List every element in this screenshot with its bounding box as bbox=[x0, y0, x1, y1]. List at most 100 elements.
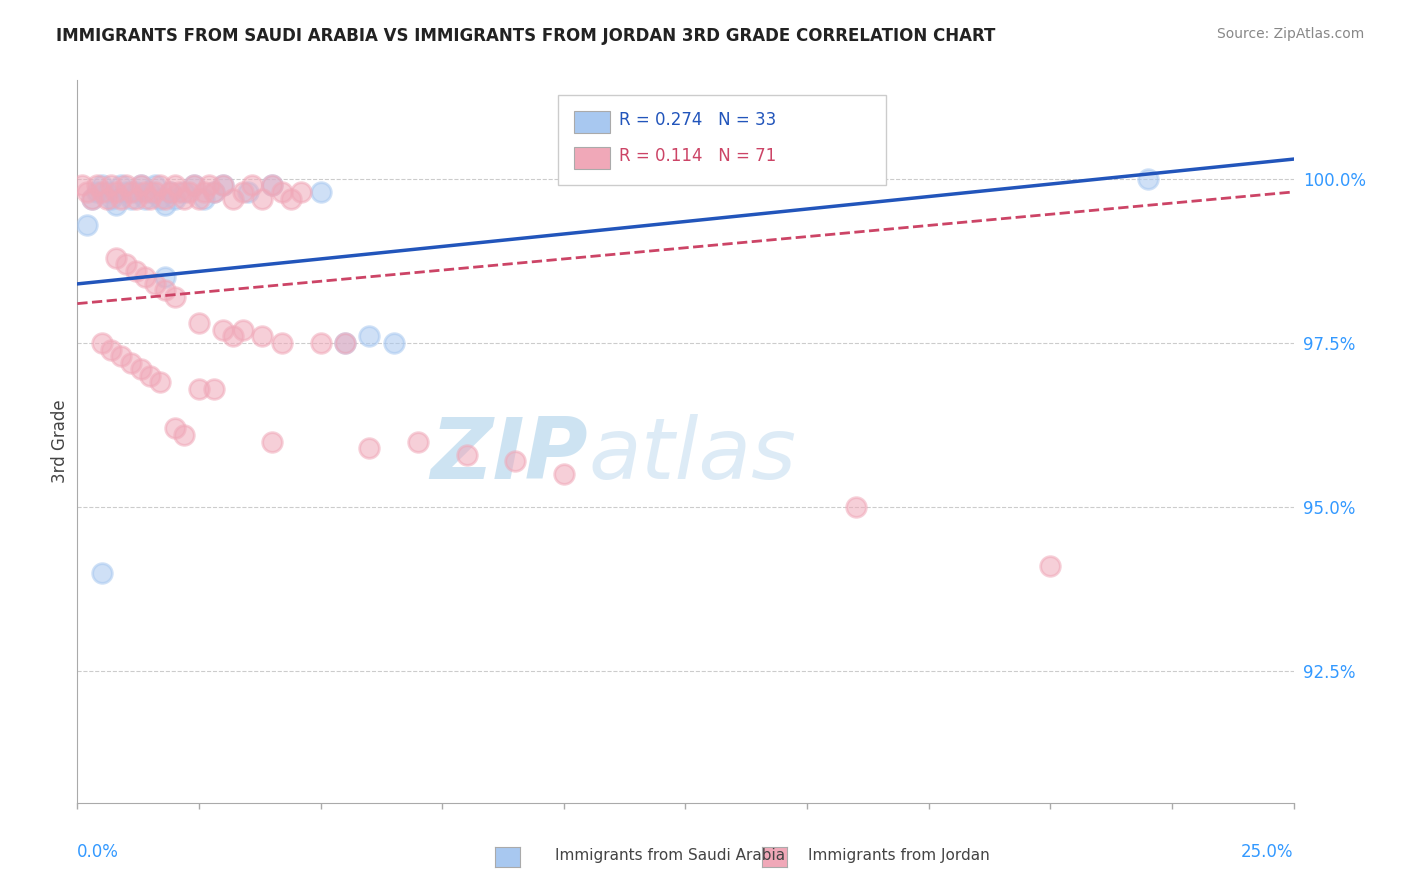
Text: 25.0%: 25.0% bbox=[1241, 843, 1294, 861]
Point bbox=[197, 178, 219, 193]
Point bbox=[153, 198, 176, 212]
Point bbox=[110, 349, 132, 363]
Point bbox=[96, 192, 118, 206]
Point bbox=[202, 382, 225, 396]
Point bbox=[153, 192, 176, 206]
Point bbox=[260, 178, 283, 193]
Point bbox=[105, 185, 128, 199]
Point bbox=[188, 192, 211, 206]
Point bbox=[105, 251, 128, 265]
Point bbox=[149, 178, 172, 193]
Point bbox=[1136, 171, 1159, 186]
Point bbox=[193, 192, 215, 206]
Point bbox=[129, 178, 152, 193]
Point bbox=[120, 192, 142, 206]
Point bbox=[382, 336, 405, 351]
Point bbox=[232, 323, 254, 337]
Point bbox=[183, 178, 205, 193]
Text: atlas: atlas bbox=[588, 415, 796, 498]
Point bbox=[100, 343, 122, 357]
Point bbox=[173, 428, 195, 442]
Point bbox=[120, 356, 142, 370]
Point bbox=[280, 192, 302, 206]
Point bbox=[110, 178, 132, 193]
Text: Immigrants from Jordan: Immigrants from Jordan bbox=[808, 848, 990, 863]
Point bbox=[179, 185, 201, 199]
Text: Source: ZipAtlas.com: Source: ZipAtlas.com bbox=[1216, 27, 1364, 41]
Point bbox=[86, 185, 108, 199]
Point bbox=[100, 192, 122, 206]
Point bbox=[115, 257, 138, 271]
Point bbox=[250, 192, 273, 206]
Point bbox=[149, 192, 172, 206]
Point bbox=[76, 185, 98, 199]
Point bbox=[139, 185, 162, 199]
Text: 0.0%: 0.0% bbox=[77, 843, 120, 861]
Point bbox=[159, 185, 181, 199]
Point bbox=[845, 500, 868, 515]
Point bbox=[163, 192, 186, 206]
Point bbox=[115, 178, 138, 193]
Point bbox=[236, 185, 259, 199]
Point bbox=[406, 434, 429, 449]
Point bbox=[134, 270, 156, 285]
Point bbox=[125, 264, 148, 278]
Point bbox=[1039, 559, 1062, 574]
Point bbox=[333, 336, 356, 351]
Point bbox=[359, 441, 381, 455]
Point bbox=[149, 376, 172, 390]
Point bbox=[212, 323, 235, 337]
Point bbox=[173, 192, 195, 206]
Point bbox=[139, 368, 162, 383]
Point bbox=[503, 454, 526, 468]
Point bbox=[163, 178, 186, 193]
Point bbox=[163, 290, 186, 304]
Point bbox=[270, 185, 292, 199]
Point bbox=[169, 185, 191, 199]
Point bbox=[188, 316, 211, 330]
Point bbox=[309, 336, 332, 351]
Point bbox=[212, 178, 235, 193]
Point bbox=[260, 434, 283, 449]
Point bbox=[290, 185, 312, 199]
Point bbox=[456, 448, 478, 462]
Point bbox=[105, 198, 128, 212]
Point bbox=[193, 185, 215, 199]
Point bbox=[173, 185, 195, 199]
FancyBboxPatch shape bbox=[558, 95, 886, 185]
Point bbox=[143, 277, 166, 291]
Point bbox=[270, 336, 292, 351]
Point bbox=[129, 178, 152, 193]
Text: Immigrants from Saudi Arabia: Immigrants from Saudi Arabia bbox=[555, 848, 786, 863]
Point bbox=[202, 185, 225, 199]
Point bbox=[86, 178, 108, 193]
Point bbox=[202, 185, 225, 199]
Text: ZIP: ZIP bbox=[430, 415, 588, 498]
Point bbox=[125, 185, 148, 199]
Text: R = 0.114   N = 71: R = 0.114 N = 71 bbox=[619, 147, 776, 165]
Point bbox=[134, 192, 156, 206]
Point bbox=[163, 421, 186, 435]
Point bbox=[70, 178, 93, 193]
Point bbox=[260, 178, 283, 193]
Point bbox=[90, 185, 112, 199]
Bar bbox=[574, 112, 610, 133]
Bar bbox=[574, 147, 610, 169]
Point bbox=[76, 218, 98, 232]
Point bbox=[359, 329, 381, 343]
Point bbox=[125, 192, 148, 206]
Point bbox=[333, 336, 356, 351]
Point bbox=[153, 270, 176, 285]
Point bbox=[183, 178, 205, 193]
Point bbox=[153, 284, 176, 298]
Text: R = 0.274   N = 33: R = 0.274 N = 33 bbox=[619, 111, 776, 129]
Point bbox=[212, 178, 235, 193]
Point bbox=[90, 178, 112, 193]
Y-axis label: 3rd Grade: 3rd Grade bbox=[51, 400, 69, 483]
Point bbox=[143, 178, 166, 193]
Point bbox=[80, 192, 103, 206]
Point bbox=[232, 185, 254, 199]
Point bbox=[188, 382, 211, 396]
Point bbox=[250, 329, 273, 343]
Point bbox=[96, 185, 118, 199]
